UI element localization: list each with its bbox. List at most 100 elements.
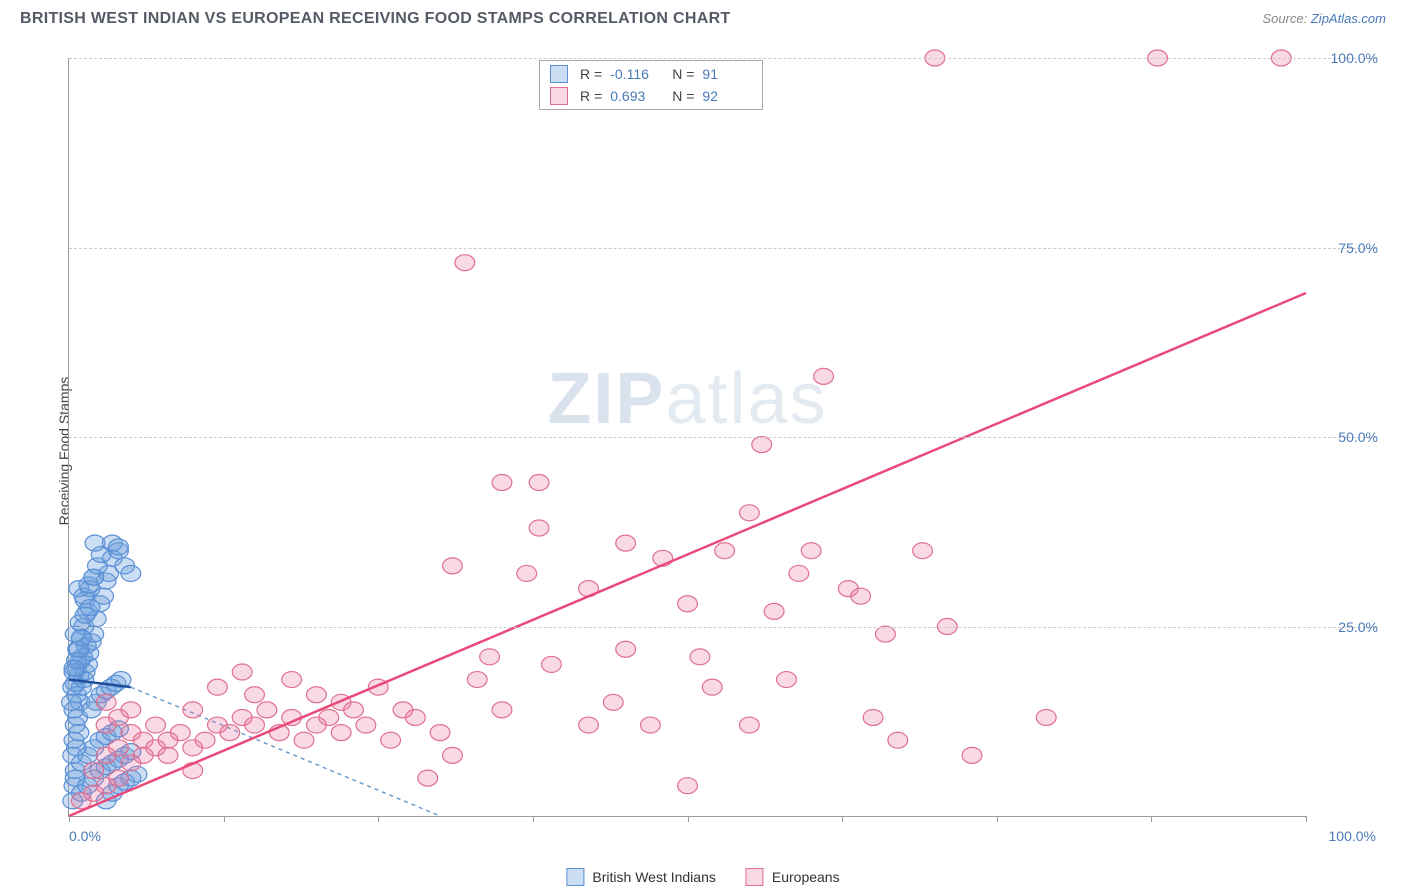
- legend-swatch-bwi: [566, 868, 584, 886]
- plot-area: ZIPatlas R =-0.116N =91R =0.693N =92 0.0…: [68, 58, 1306, 817]
- point-eur: [690, 649, 710, 665]
- y-tick-label: 100.0%: [1331, 50, 1378, 66]
- point-eur: [517, 565, 537, 581]
- chart-container: Receiving Food Stamps ZIPatlas R =-0.116…: [50, 50, 1386, 852]
- r-label: R =: [580, 66, 602, 82]
- point-eur: [492, 475, 512, 491]
- point-bwi: [84, 569, 104, 585]
- point-eur: [96, 694, 116, 710]
- stats-row-eur: R = 0.693 N = 92: [540, 85, 762, 107]
- point-eur: [220, 725, 240, 741]
- point-eur: [863, 709, 883, 725]
- point-eur: [801, 543, 821, 559]
- point-eur: [282, 672, 302, 688]
- legend-label-bwi: British West Indians: [592, 869, 715, 885]
- gridline-h: [69, 58, 1376, 59]
- r-value-bwi: -0.116: [610, 66, 660, 82]
- point-eur: [764, 603, 784, 619]
- r-value-eur: 0.693: [610, 88, 660, 104]
- n-label: N =: [672, 88, 694, 104]
- point-eur: [344, 702, 364, 718]
- point-eur: [480, 649, 500, 665]
- point-eur: [208, 679, 228, 695]
- point-eur: [542, 656, 562, 672]
- point-bwi: [71, 630, 91, 646]
- x-tick: [688, 816, 689, 822]
- x-axis-min-label: 0.0%: [69, 828, 101, 844]
- n-label: N =: [672, 66, 694, 82]
- point-eur: [245, 687, 265, 703]
- point-eur: [467, 672, 487, 688]
- point-eur: [876, 626, 896, 642]
- point-bwi: [64, 660, 84, 676]
- legend-label-eur: Europeans: [772, 869, 840, 885]
- r-label: R =: [580, 88, 602, 104]
- gridline-h: [69, 437, 1376, 438]
- source-link[interactable]: ZipAtlas.com: [1311, 11, 1386, 26]
- point-eur: [715, 543, 735, 559]
- point-eur: [307, 687, 327, 703]
- point-eur: [257, 702, 277, 718]
- point-eur: [616, 641, 636, 657]
- point-eur: [702, 679, 722, 695]
- x-tick: [224, 816, 225, 822]
- point-bwi: [109, 539, 129, 555]
- point-eur: [331, 725, 351, 741]
- source-prefix: Source:: [1262, 11, 1310, 26]
- legend-swatch-eur: [746, 868, 764, 886]
- point-bwi: [121, 565, 141, 581]
- n-value-eur: 92: [702, 88, 752, 104]
- point-bwi: [80, 600, 100, 616]
- point-eur: [962, 747, 982, 763]
- bottom-legend: British West Indians Europeans: [566, 868, 839, 886]
- point-eur: [109, 740, 129, 756]
- point-eur: [777, 672, 797, 688]
- point-eur: [443, 747, 463, 763]
- point-eur: [789, 565, 809, 581]
- point-eur: [443, 558, 463, 574]
- gridline-h: [69, 248, 1376, 249]
- point-eur: [146, 717, 166, 733]
- y-tick-label: 50.0%: [1338, 429, 1378, 445]
- gridline-h: [69, 627, 1376, 628]
- point-eur: [294, 732, 314, 748]
- point-eur: [418, 770, 438, 786]
- chart-title: BRITISH WEST INDIAN VS EUROPEAN RECEIVIN…: [20, 10, 731, 28]
- stats-row-bwi: R = -0.116 N = 91: [540, 63, 762, 85]
- point-eur: [430, 725, 450, 741]
- point-eur: [121, 702, 141, 718]
- trendline-eur: [69, 293, 1306, 816]
- point-eur: [158, 747, 178, 763]
- n-value-bwi: 91: [702, 66, 752, 82]
- point-eur: [814, 368, 834, 384]
- point-eur: [529, 475, 549, 491]
- source-attribution: Source: ZipAtlas.com: [1262, 10, 1386, 28]
- x-tick: [1151, 816, 1152, 822]
- point-eur: [529, 520, 549, 536]
- point-eur: [851, 588, 871, 604]
- x-axis-max-label: 100.0%: [1329, 828, 1376, 844]
- point-eur: [381, 732, 401, 748]
- point-eur: [616, 535, 636, 551]
- legend-item-bwi: British West Indians: [566, 868, 715, 886]
- point-eur: [245, 717, 265, 733]
- legend-item-eur: Europeans: [746, 868, 840, 886]
- point-eur: [319, 709, 339, 725]
- point-eur: [739, 505, 759, 521]
- y-tick-label: 25.0%: [1338, 619, 1378, 635]
- point-eur: [170, 725, 190, 741]
- y-tick-label: 75.0%: [1338, 240, 1378, 256]
- point-eur: [752, 437, 772, 453]
- point-bwi: [62, 694, 82, 710]
- point-eur: [678, 596, 698, 612]
- x-tick: [378, 816, 379, 822]
- point-eur: [739, 717, 759, 733]
- point-eur: [913, 543, 933, 559]
- x-tick: [842, 816, 843, 822]
- x-tick: [997, 816, 998, 822]
- point-eur: [888, 732, 908, 748]
- swatch-bwi: [550, 65, 568, 83]
- point-eur: [356, 717, 376, 733]
- point-eur: [492, 702, 512, 718]
- point-eur: [84, 763, 104, 779]
